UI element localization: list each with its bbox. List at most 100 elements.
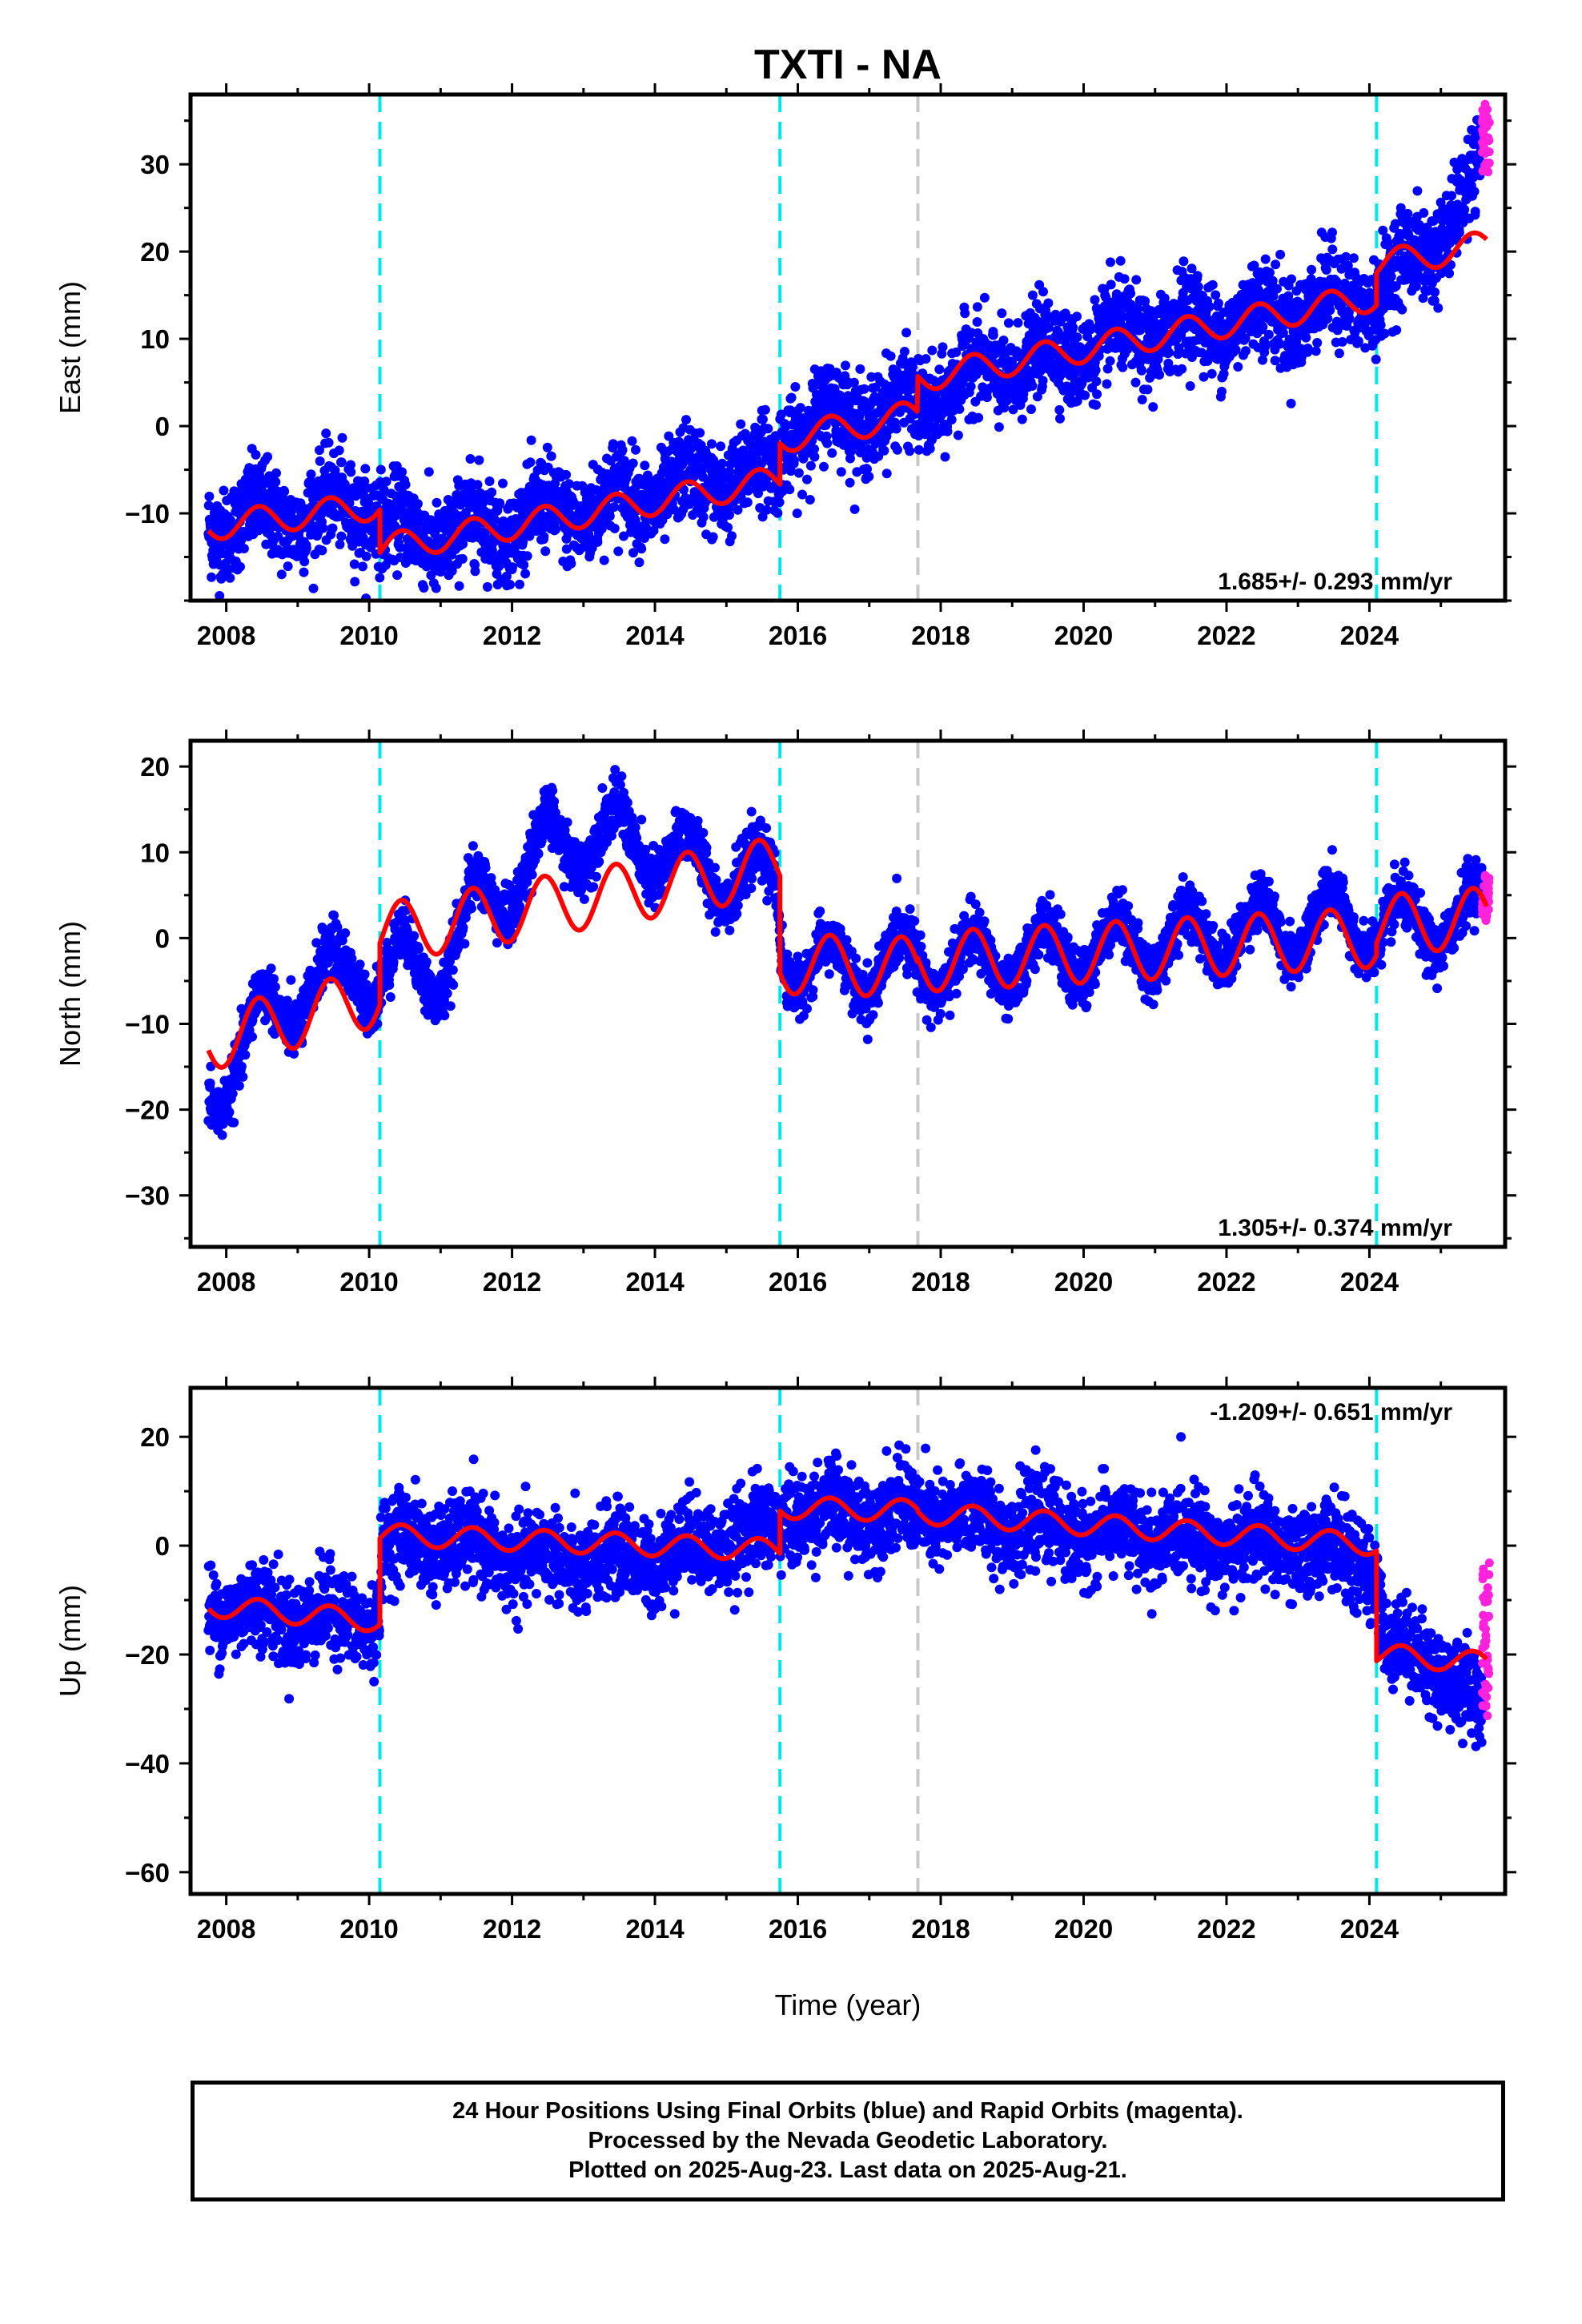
- final-orbit-point: [1055, 413, 1065, 424]
- final-orbit-point: [484, 476, 495, 486]
- final-orbit-point: [1027, 380, 1038, 391]
- final-orbit-point: [375, 464, 386, 475]
- final-orbit-point: [698, 512, 709, 522]
- final-orbit-point: [283, 561, 293, 572]
- final-orbit-point: [855, 364, 865, 374]
- final-orbit-point: [599, 555, 609, 565]
- final-orbit-point: [327, 523, 338, 533]
- final-orbit-point: [238, 1072, 248, 1082]
- final-orbit-point: [1344, 314, 1355, 324]
- final-orbit-point: [1133, 304, 1143, 314]
- final-orbit-point: [540, 546, 551, 557]
- final-orbit-point: [205, 1078, 215, 1088]
- final-orbit-point: [1092, 389, 1102, 400]
- final-orbit-point: [786, 392, 797, 403]
- final-orbit-point: [217, 1130, 227, 1140]
- final-orbit-point: [1272, 283, 1282, 294]
- final-orbit-point: [526, 435, 536, 445]
- final-orbit-point: [899, 347, 909, 356]
- final-orbit-point: [1013, 318, 1023, 328]
- final-orbit-point: [470, 566, 480, 577]
- final-orbit-point: [495, 498, 505, 509]
- final-orbit-point: [819, 461, 829, 472]
- final-orbit-point: [636, 544, 647, 554]
- final-orbit-point: [336, 531, 347, 541]
- final-orbit-point: [315, 456, 325, 466]
- final-orbit-point: [225, 573, 235, 583]
- final-orbit-point: [269, 974, 279, 984]
- final-orbit-point: [1325, 305, 1335, 316]
- final-orbit-point: [946, 415, 957, 425]
- final-orbit-point: [1148, 402, 1158, 412]
- final-orbit-point: [203, 501, 214, 511]
- final-orbit-point: [431, 583, 441, 593]
- final-orbit-point: [412, 499, 423, 509]
- final-orbit-point: [727, 531, 737, 541]
- final-orbit-point: [229, 1117, 239, 1128]
- final-orbit-point: [501, 571, 512, 581]
- final-orbit-point: [1471, 80, 1480, 90]
- final-orbit-point: [942, 426, 953, 436]
- final-orbit-point: [1337, 336, 1347, 347]
- final-orbit-point: [774, 497, 785, 508]
- final-orbit-point: [1193, 282, 1203, 292]
- final-orbit-point: [1164, 348, 1174, 358]
- final-orbit-point: [1411, 281, 1421, 292]
- final-orbit-point: [827, 448, 837, 458]
- final-orbit-point: [1154, 370, 1165, 380]
- final-orbit-point: [346, 467, 356, 477]
- final-orbit-point: [960, 308, 970, 319]
- final-orbit-point: [1321, 265, 1331, 275]
- final-orbit-point: [263, 452, 273, 462]
- final-orbit-point: [1241, 346, 1251, 356]
- final-orbit-point: [323, 437, 334, 448]
- final-orbit-point: [347, 954, 357, 963]
- final-orbit-point: [358, 561, 367, 572]
- final-orbit-point: [299, 557, 310, 567]
- final-orbit-point: [604, 511, 615, 521]
- final-orbit-point: [773, 508, 783, 518]
- final-orbit-point: [498, 516, 508, 526]
- final-orbit-point: [522, 551, 532, 561]
- final-orbit-point: [1286, 398, 1296, 408]
- final-orbit-point: [725, 510, 734, 520]
- final-orbit-point: [1371, 354, 1381, 364]
- final-orbit-point: [299, 567, 309, 577]
- final-orbit-point: [695, 428, 705, 438]
- final-orbit-point: [617, 444, 628, 455]
- final-orbit-point: [566, 558, 576, 569]
- final-orbit-point: [1126, 288, 1136, 299]
- final-orbit-point: [1469, 187, 1480, 197]
- final-orbit-point: [465, 454, 476, 464]
- final-orbit-point: [881, 468, 892, 479]
- final-orbit-point: [419, 583, 429, 593]
- final-orbit-point: [1207, 279, 1218, 290]
- x-tick-label: 2024: [1340, 621, 1399, 650]
- final-orbit-point: [795, 403, 805, 413]
- final-orbit-point: [793, 468, 804, 478]
- final-orbit-point: [236, 535, 247, 545]
- final-orbit-point: [809, 452, 820, 462]
- final-orbit-point: [723, 522, 733, 533]
- final-orbit-point: [236, 1061, 247, 1072]
- final-orbit-point: [546, 451, 556, 461]
- final-orbit-point: [934, 364, 945, 375]
- panel-east: 2008 2010 2012 2014 2016 2018 2020 2022 2024−100…: [54, 80, 1516, 650]
- final-orbit-point: [1091, 376, 1102, 387]
- final-orbit-point: [518, 537, 528, 547]
- final-orbit-point: [1054, 404, 1065, 415]
- final-orbit-point: [1287, 274, 1296, 284]
- final-orbit-point: [239, 544, 249, 553]
- final-orbit-point: [660, 534, 670, 545]
- final-orbit-point: [805, 460, 816, 471]
- x-tick-label: 2012: [483, 621, 541, 650]
- final-orbit-point: [1026, 404, 1036, 414]
- final-orbit-point: [235, 561, 245, 572]
- final-orbit-point: [631, 444, 640, 455]
- final-orbit-point: [1178, 256, 1189, 267]
- final-orbit-point: [1072, 312, 1082, 322]
- final-orbit-point: [1447, 191, 1457, 201]
- final-orbit-point: [1118, 362, 1128, 372]
- final-orbit-point: [891, 424, 901, 434]
- final-orbit-point: [1106, 279, 1116, 290]
